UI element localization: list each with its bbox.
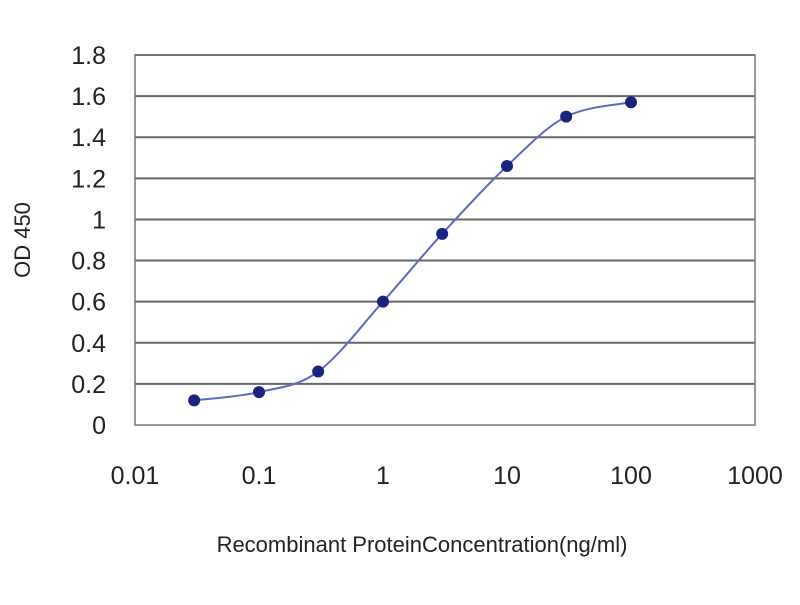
data-point: [436, 227, 449, 240]
y-tick-label: 0.4: [71, 330, 106, 358]
x-tick-label: 100: [610, 462, 652, 490]
x-tick-label: 1: [376, 462, 390, 490]
series-line: [194, 101, 632, 402]
data-point: [253, 386, 265, 399]
y-tick-label: 1.4: [71, 124, 106, 152]
y-tick-label: 1.8: [71, 42, 106, 70]
data-point: [625, 96, 637, 109]
data-point: [501, 160, 513, 172]
x-tick-label: 0.01: [111, 462, 160, 490]
data-point: [560, 110, 573, 123]
y-tick-label: 1.2: [71, 165, 106, 193]
plot-frame: [134, 54, 756, 426]
y-tick-label: 0.6: [71, 289, 106, 317]
y-tick-label: 1: [92, 206, 106, 234]
y-tick-label: 0: [92, 412, 106, 440]
y-tick-label: 0.8: [71, 248, 106, 276]
data-point: [312, 365, 325, 378]
x-axis-ticks: 0.01 0.1 1 10 100 1000: [111, 462, 783, 490]
x-tick-label: 10: [493, 462, 521, 490]
y-tick-label: 0.2: [71, 371, 106, 399]
x-axis-title: Recombinant ProteinConcentration(ng/ml): [217, 532, 628, 557]
x-tick-label: 1000: [727, 462, 783, 490]
data-point: [377, 295, 389, 308]
x-tick-label: 0.1: [242, 462, 277, 490]
y-tick-label: 1.6: [71, 83, 106, 111]
y-axis-ticks: 0 0.2 0.4 0.6 0.8 1 1.2 1.4 1.6 1.8: [71, 42, 106, 440]
y-axis-title: OD 450: [10, 202, 35, 278]
series-layer: [188, 96, 637, 407]
grid-layer: [135, 54, 755, 385]
data-point: [188, 394, 201, 407]
